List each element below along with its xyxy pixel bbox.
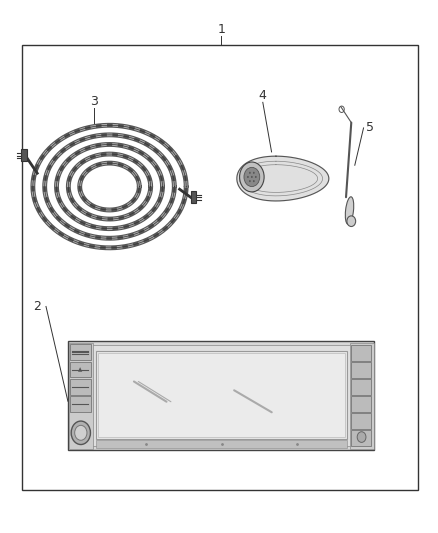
Circle shape <box>240 162 264 192</box>
Bar <box>351 345 371 361</box>
Bar <box>21 149 27 161</box>
Circle shape <box>251 176 253 178</box>
Bar <box>70 379 91 395</box>
Bar <box>351 379 371 395</box>
Text: 1: 1 <box>217 23 225 36</box>
Circle shape <box>253 180 255 182</box>
Text: 4: 4 <box>259 90 267 102</box>
Circle shape <box>247 176 249 178</box>
Bar <box>191 191 196 203</box>
Circle shape <box>249 172 251 174</box>
Bar <box>22 45 418 490</box>
Bar <box>69 343 93 449</box>
Text: 5: 5 <box>366 122 374 134</box>
Bar <box>351 430 371 446</box>
Bar <box>96 351 347 439</box>
Circle shape <box>253 172 255 174</box>
Bar <box>71 345 371 446</box>
Bar <box>96 440 347 448</box>
Circle shape <box>71 421 90 445</box>
Bar <box>351 396 371 412</box>
Circle shape <box>249 180 251 182</box>
Circle shape <box>244 167 260 187</box>
Bar <box>350 343 374 449</box>
Text: 3: 3 <box>90 95 98 108</box>
Circle shape <box>74 425 87 440</box>
Bar <box>68 341 374 450</box>
Circle shape <box>255 176 257 178</box>
Bar <box>98 353 345 437</box>
Ellipse shape <box>345 197 354 224</box>
Bar <box>70 362 91 377</box>
Bar <box>70 397 91 412</box>
Bar <box>70 344 91 360</box>
Text: 2: 2 <box>33 300 41 313</box>
Bar <box>351 362 371 378</box>
Circle shape <box>347 216 356 227</box>
Bar <box>351 413 371 429</box>
Circle shape <box>357 432 366 442</box>
Polygon shape <box>237 156 329 201</box>
Text: ▲: ▲ <box>78 367 82 372</box>
